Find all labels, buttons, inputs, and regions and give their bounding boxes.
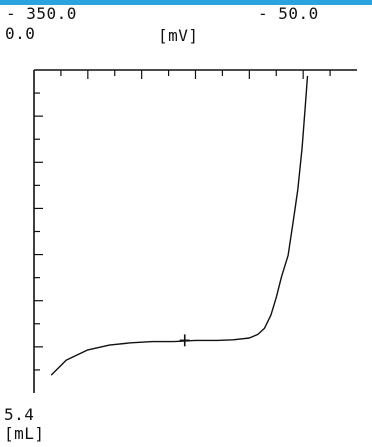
potential-max-label: - 50.0 (258, 4, 319, 23)
endpoint-marker (179, 334, 190, 347)
plot-series (50, 75, 309, 376)
volume-unit-label: [mL] (4, 424, 45, 443)
plot-axes (33, 69, 357, 393)
volume-start-label: 0.0 (5, 24, 36, 43)
potential-unit-label: [mV] (158, 26, 199, 45)
volume-end-label: 5.4 (4, 405, 35, 424)
potential-min-label: - 350.0 (6, 4, 77, 23)
titration-curve-line (50, 75, 309, 376)
plot-ticks (34, 70, 331, 371)
top-accent-bar (0, 0, 372, 5)
